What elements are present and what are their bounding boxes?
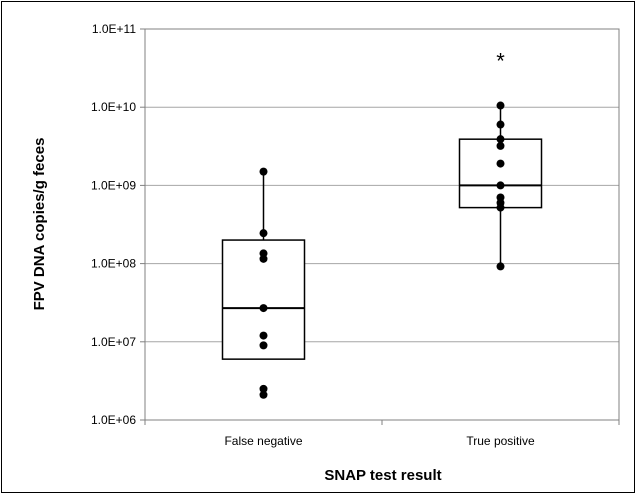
data-points: [259, 101, 505, 399]
data-point: [496, 262, 505, 271]
data-point: [496, 181, 505, 190]
significance-asterisk: *: [496, 49, 505, 74]
data-point: [259, 167, 268, 176]
data-point: [259, 390, 268, 399]
y-tick-label: 1.0E+08: [91, 257, 136, 271]
boxes: [221, 105, 543, 360]
data-point: [259, 229, 268, 238]
y-axis-title: FPV DNA copies/g feces: [31, 138, 48, 311]
y-tick-label: 1.0E+06: [91, 413, 136, 427]
y-axis: 1.0E+06 1.0E+07 1.0E+08 1.0E+09 1.0E+10 1.0E+…: [91, 22, 145, 427]
annotations: *: [496, 49, 505, 74]
y-tick-label: 1.0E+10: [91, 100, 136, 114]
y-tick-label: 1.0E+11: [92, 22, 136, 36]
x-tick-label: True positive: [466, 434, 535, 448]
data-point: [496, 120, 505, 129]
x-tick-label: False negative: [224, 434, 302, 448]
plot-area: [144, 28, 620, 421]
data-point: [496, 141, 505, 150]
y-tick-label: 1.0E+09: [91, 178, 136, 192]
grid: [145, 106, 619, 343]
data-point: [496, 135, 505, 144]
data-point: [259, 341, 268, 350]
data-point: [496, 193, 505, 202]
data-point: [496, 101, 505, 110]
data-point: [259, 249, 268, 258]
data-point: [259, 384, 268, 393]
data-point: [259, 304, 268, 313]
data-point: [496, 159, 505, 168]
x-axis-title: SNAP test result: [324, 467, 441, 484]
data-point: [259, 331, 268, 340]
y-tick-label: 1.0E+07: [91, 335, 136, 349]
x-axis: False negative True positive: [144, 420, 620, 448]
